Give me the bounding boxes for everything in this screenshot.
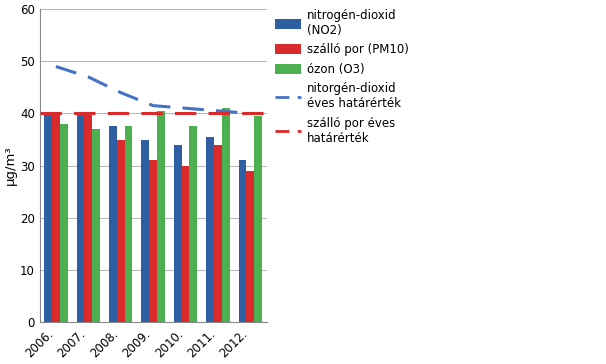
Y-axis label: μg/m³: μg/m³ [4, 146, 17, 185]
Bar [222, 108, 230, 322]
Bar [141, 139, 149, 322]
Bar [60, 124, 67, 322]
Legend: nitrogén-dioxid
(NO2), szálló por (PM10), ózon (O3), nitorgén-dioxid
éves határé: nitrogén-dioxid (NO2), szálló por (PM10)… [275, 9, 408, 145]
Bar [255, 116, 262, 322]
Bar [109, 126, 117, 322]
Bar [206, 137, 214, 322]
Bar [174, 145, 182, 322]
Bar [117, 139, 125, 322]
Bar [149, 161, 157, 322]
Bar [44, 114, 52, 322]
Bar [125, 126, 132, 322]
Bar [76, 114, 84, 322]
Bar [182, 166, 190, 322]
Bar [214, 145, 222, 322]
Bar [239, 161, 247, 322]
Bar [92, 129, 100, 322]
Bar [190, 126, 197, 322]
Bar [84, 114, 92, 322]
Bar [52, 114, 60, 322]
Bar [247, 171, 255, 322]
Bar [157, 111, 165, 322]
